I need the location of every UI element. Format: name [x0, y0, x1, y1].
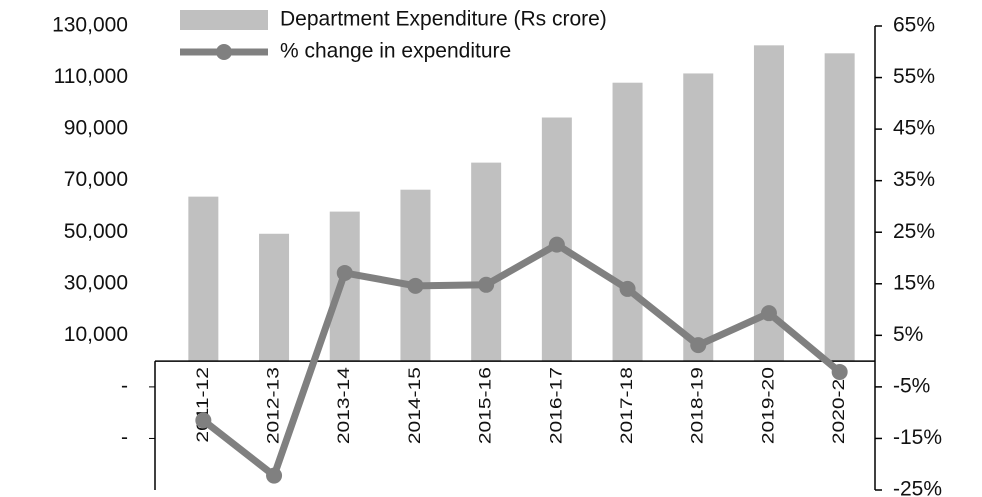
x-tick-label: 2013-14	[335, 367, 354, 444]
y-tick-label: 50,000	[64, 220, 128, 243]
legend-marker	[216, 44, 232, 60]
y-tick-label: 30,000	[64, 271, 128, 294]
x-tick-label: 2011-12	[194, 367, 213, 442]
bar	[683, 73, 714, 362]
line-marker	[195, 412, 212, 429]
y2-tick-label: 25%	[893, 220, 935, 243]
bar	[612, 82, 643, 362]
y-tick-label: 10,000	[64, 323, 128, 346]
bar	[259, 233, 290, 362]
bar	[400, 189, 431, 362]
bar	[329, 211, 360, 362]
line-marker	[760, 305, 777, 322]
y-tick-label: -	[121, 426, 128, 449]
bar	[471, 162, 502, 362]
x-tick-label: 2015-16	[476, 367, 495, 444]
y-tick-label: 70,000	[64, 168, 128, 191]
line-marker	[619, 280, 636, 297]
y2-tick-label: 5%	[893, 323, 923, 346]
x-tick-label: 2019-20	[759, 367, 778, 444]
x-tick-label: 2012-13	[264, 367, 283, 444]
y-tick-label: 90,000	[64, 117, 128, 140]
x-tick-label: 2014-15	[406, 367, 425, 444]
y2-tick-label: -15%	[893, 426, 942, 449]
line-marker	[336, 264, 353, 281]
x-tick-label: 2017-18	[618, 367, 637, 444]
bar	[188, 196, 219, 362]
x-tick-label: 2020-21	[830, 367, 849, 444]
y2-tick-label: 35%	[893, 168, 935, 191]
x-tick-label: 2016-17	[547, 367, 566, 444]
y2-tick-label: 15%	[893, 271, 935, 294]
y-tick-label: -	[121, 374, 128, 397]
y2-tick-label: -5%	[893, 374, 930, 397]
line	[201, 240, 842, 482]
legend-label: % change in expenditure	[280, 40, 511, 63]
line-marker	[266, 467, 283, 484]
y-tick-label: 110,000	[54, 65, 128, 88]
line-marker	[478, 276, 495, 293]
y2-tick-label: -25%	[893, 478, 942, 497]
bar	[824, 53, 855, 362]
line-marker	[407, 277, 424, 294]
line-marker	[690, 337, 707, 354]
y2-tick-label: 55%	[893, 65, 935, 88]
x-tick-label: 2018-19	[689, 367, 708, 444]
legend-swatch	[180, 10, 268, 30]
y2-tick-label: 65%	[893, 14, 935, 37]
y-tick-label: 130,000	[52, 14, 128, 37]
legend-label: Department Expenditure (Rs crore)	[280, 8, 607, 31]
line-marker	[548, 236, 565, 253]
y2-tick-label: 45%	[893, 117, 935, 140]
line-marker	[831, 363, 848, 380]
